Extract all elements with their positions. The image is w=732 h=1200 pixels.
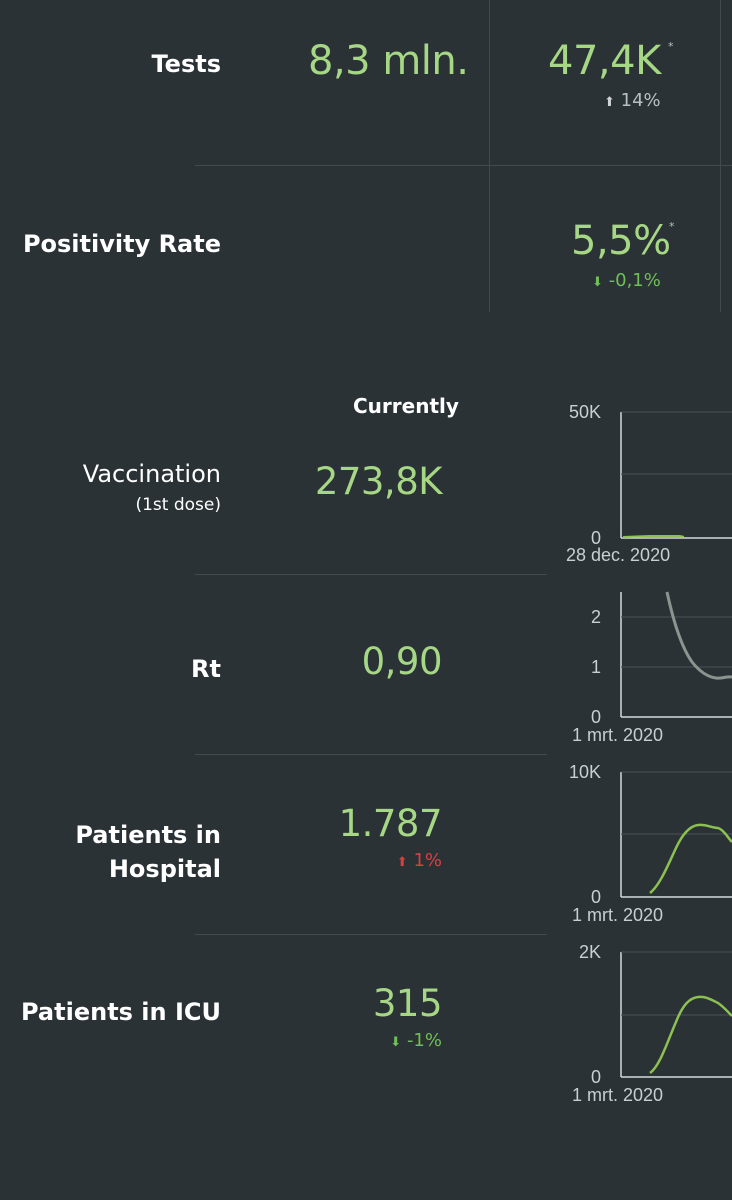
hospital-label: Patients in Hospital: [75, 818, 221, 886]
vaccination-chart-y-max-label: 50K: [569, 402, 601, 422]
positivity-asterisk: *: [669, 220, 675, 233]
icu-chart-y-zero-label: 0: [591, 1067, 601, 1087]
vaccination-chart-line: [622, 535, 685, 538]
hospital-change: ⬆ 1%: [397, 850, 442, 871]
arrow-down-icon: ⬇: [390, 1035, 402, 1050]
hospital-value: 1.787: [338, 802, 443, 845]
positivity-change: ⬇ -0,1%: [592, 270, 661, 291]
positivity-label: Positivity Rate: [22, 230, 221, 258]
positivity-change-text: -0,1%: [608, 270, 661, 291]
row-divider-rt: [195, 754, 547, 755]
hospital-label-line1: Patients in: [75, 821, 221, 849]
icu-change: ⬇ -1%: [390, 1030, 442, 1051]
tests-recent-value: 47,4K: [548, 38, 661, 84]
hospital-label-line2: Hospital: [108, 855, 221, 883]
vaccination-value: 273,8K: [314, 460, 443, 503]
vaccination-sublabel: (1st dose): [135, 495, 221, 515]
tests-label: Tests: [151, 50, 221, 78]
hospital-chart-line: [649, 823, 732, 894]
arrow-up-icon: ⬆: [604, 95, 615, 110]
icu-chart-y-max-label: 2K: [579, 942, 601, 962]
rt-chart-line: [665, 591, 732, 680]
icu-chart-line: [649, 995, 732, 1075]
tests-change-text: 14%: [620, 90, 661, 111]
vaccination-label: Vaccination: [82, 460, 221, 488]
rt-chart-y-label-1: 1: [591, 657, 601, 677]
icu-value: 315: [372, 982, 443, 1025]
rt-label: Rt: [191, 655, 221, 683]
icu-label: Patients in ICU: [20, 998, 221, 1026]
hospital-chart-y-zero-label: 0: [591, 887, 601, 907]
rt-chart-x-start-label: 1 mrt. 2020: [572, 725, 663, 745]
row-divider-hospital: [195, 934, 547, 935]
tests-asterisk: *: [668, 40, 674, 53]
rt-value: 0,90: [361, 640, 443, 683]
hospital-chart-y-max-label: 10K: [569, 762, 601, 782]
vaccination-chart-x-start-label: 28 dec. 2020: [566, 545, 670, 565]
rt-chart-y-label-2: 2: [591, 607, 601, 627]
vaccination-chart-y-zero-label: 0: [591, 528, 601, 548]
column-divider-2: [720, 0, 721, 312]
column-divider-1: [489, 0, 490, 312]
hospital-chart-x-start-label: 1 mrt. 2020: [572, 905, 663, 925]
rt-chart-y-label-0: 0: [591, 707, 601, 727]
row-divider-tests: [195, 165, 732, 166]
currently-header: Currently: [353, 394, 459, 418]
tests-total-value: 8,3 mln.: [308, 38, 469, 84]
hospital-change-text: 1%: [413, 850, 442, 871]
icu-chart: 2K 0 1 mrt. 2020: [572, 942, 732, 1105]
icu-chart-x-start-label: 1 mrt. 2020: [572, 1085, 663, 1105]
arrow-up-icon: ⬆: [396, 855, 408, 870]
arrow-down-icon: ⬇: [592, 275, 603, 290]
tests-change: ⬆ 14%: [604, 90, 661, 111]
row-divider-vaccination: [195, 574, 547, 575]
vaccination-chart: 50K 0 28 dec. 2020: [566, 402, 732, 565]
positivity-recent-value: 5,5%: [571, 218, 671, 264]
icu-change-text: -1%: [406, 1030, 442, 1051]
rt-chart: 2 1 0 1 mrt. 2020: [572, 591, 732, 745]
hospital-chart: 10K 0 1 mrt. 2020: [569, 762, 732, 925]
